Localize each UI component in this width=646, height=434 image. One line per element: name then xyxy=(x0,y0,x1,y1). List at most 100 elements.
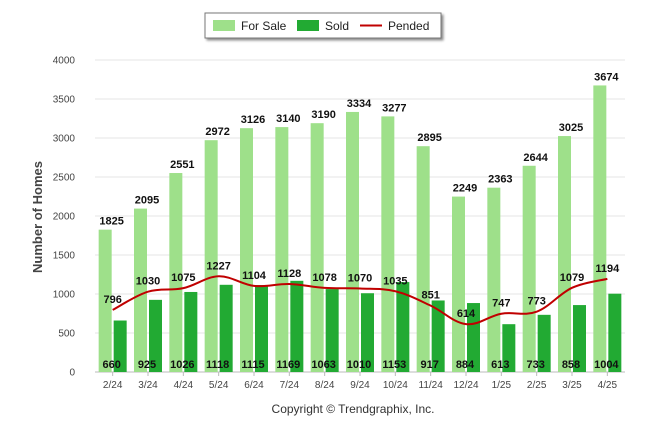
data-label-for-sale: 2095 xyxy=(135,195,159,207)
bar-sold xyxy=(184,291,198,372)
data-label-sold: 1063 xyxy=(311,359,335,371)
legend-box xyxy=(204,12,442,39)
data-label-for-sale: 3190 xyxy=(311,109,335,121)
data-label-pended: 614 xyxy=(457,308,476,320)
legend-swatch-for-sale xyxy=(213,20,235,31)
bar-for-sale xyxy=(522,165,536,372)
y-tick-label: 4000 xyxy=(53,56,76,67)
data-label-for-sale: 3674 xyxy=(594,71,619,83)
bar-sold xyxy=(537,314,551,372)
bar-sold xyxy=(431,300,445,372)
y-tick-label: 3500 xyxy=(53,95,76,106)
legend-label-sold: Sold xyxy=(325,19,349,33)
data-label-pended: 1128 xyxy=(277,268,301,280)
bar-for-sale xyxy=(98,229,112,372)
data-label-for-sale: 3025 xyxy=(559,122,583,134)
data-label-sold: 660 xyxy=(102,359,120,371)
pended-line xyxy=(112,275,608,326)
data-label-for-sale: 1825 xyxy=(99,216,123,228)
bar-for-sale xyxy=(346,111,359,372)
bar-for-sale xyxy=(204,140,218,372)
y-tick-labels: 0 500 1000 1500 2000 2500 3000 3500 4000 xyxy=(53,56,76,379)
data-label-for-sale: 2249 xyxy=(453,183,477,195)
y-axis-title: Number of Homes xyxy=(30,161,45,273)
x-tick-label: 10/24 xyxy=(383,380,408,391)
y-tick-label: 1500 xyxy=(53,251,76,262)
x-tick-label: 7/24 xyxy=(280,380,300,391)
data-label-pended: 1070 xyxy=(348,273,372,285)
x-tick-label: 3/24 xyxy=(138,380,158,391)
data-label-pended: 747 xyxy=(492,298,510,310)
x-tick-label: 11/24 xyxy=(419,380,444,391)
data-label-for-sale: 2644 xyxy=(523,152,548,164)
bar-sold xyxy=(219,284,233,372)
bar-sold xyxy=(255,285,268,372)
x-tick-label: 4/24 xyxy=(174,380,194,391)
data-label-pended: 1104 xyxy=(242,270,267,282)
data-label-pended: 1078 xyxy=(312,272,336,284)
data-label-for-sale: 3277 xyxy=(382,102,406,114)
bar-sold xyxy=(113,320,127,372)
bar-sold xyxy=(573,305,586,372)
data-label-sold: 733 xyxy=(526,359,544,371)
bar-sold xyxy=(149,299,162,372)
data-label-sold: 1115 xyxy=(241,359,264,371)
data-label-sold: 1169 xyxy=(276,359,300,371)
x-tick-label: 2/25 xyxy=(527,380,547,391)
data-label-sold: 925 xyxy=(138,359,156,371)
bar-for-sale xyxy=(275,127,289,372)
data-labels: 1825 660 2095 925 2551 1026 2972 1118 3126 1115 31… xyxy=(99,71,620,371)
data-label-sold: 917 xyxy=(420,359,438,371)
data-label-sold: 1118 xyxy=(206,359,229,371)
data-label-pended: 1194 xyxy=(595,263,620,275)
copyright-text: Copyright © Trendgraphix, Inc. xyxy=(272,402,435,416)
y-tick-label: 0 xyxy=(69,368,75,379)
bar-for-sale xyxy=(487,187,501,372)
legend-label-pended: Pended xyxy=(388,19,429,33)
y-tick-label: 2000 xyxy=(53,212,76,223)
bar-for-sale xyxy=(240,128,253,372)
data-label-pended: 773 xyxy=(527,296,545,308)
bars xyxy=(98,85,622,373)
data-label-for-sale: 3140 xyxy=(276,113,300,125)
bar-sold xyxy=(361,293,374,372)
bar-sold xyxy=(325,289,339,372)
bar-for-sale xyxy=(558,136,571,372)
x-tick-label: 5/24 xyxy=(209,380,229,391)
data-label-pended: 1035 xyxy=(383,275,407,287)
data-label-sold: 858 xyxy=(562,359,580,371)
x-tick-label: 4/25 xyxy=(598,380,618,391)
data-label-pended: 796 xyxy=(103,294,121,306)
bar-for-sale xyxy=(593,85,607,372)
legend-swatch-sold xyxy=(297,20,319,31)
data-label-for-sale: 2363 xyxy=(488,174,512,186)
bar-sold xyxy=(467,303,480,372)
data-label-pended: 1079 xyxy=(560,272,584,284)
x-tick-label: 6/24 xyxy=(244,380,264,391)
y-tick-label: 3000 xyxy=(53,134,76,145)
data-label-sold: 1153 xyxy=(382,359,406,371)
bar-for-sale xyxy=(452,196,465,372)
x-tick-label: 3/25 xyxy=(562,380,582,391)
data-label-sold: 1004 xyxy=(594,359,619,371)
bar-sold xyxy=(608,293,622,372)
x-tick-label: 8/24 xyxy=(315,380,335,391)
data-label-pended: 1030 xyxy=(136,276,160,288)
legend: For Sale Sold Pended xyxy=(204,12,442,39)
data-label-for-sale: 3126 xyxy=(241,114,265,126)
x-tick-label: 2/24 xyxy=(103,380,123,391)
x-tick-labels: 2/24 3/24 4/24 5/24 6/24 7/24 8/24 9/24 10/24 11/… xyxy=(103,372,618,391)
data-label-pended: 1075 xyxy=(171,272,195,284)
data-label-sold: 1010 xyxy=(347,359,371,371)
x-tick-label: 12/24 xyxy=(453,380,478,391)
y-tick-label: 1000 xyxy=(53,290,76,301)
bar-for-sale xyxy=(134,208,147,372)
data-label-pended: 1227 xyxy=(206,260,230,272)
bar-sold xyxy=(502,324,516,372)
y-tick-label: 500 xyxy=(58,329,75,340)
bar-sold xyxy=(396,282,410,372)
data-label-pended: 851 xyxy=(421,290,439,302)
bar-for-sale xyxy=(310,123,324,373)
